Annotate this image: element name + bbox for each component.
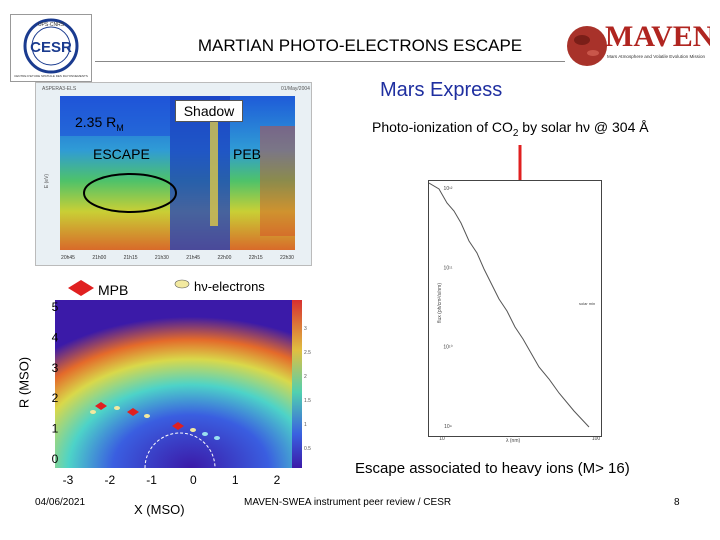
colorbar-tick: 2.5	[304, 350, 311, 356]
spectrogram-xtick: 22h15	[249, 255, 263, 261]
solar-flux-yticks: 10¹² 10¹¹ 10¹⁰ 10⁹	[443, 186, 453, 430]
orbit-xticks: -3 -2 -1 0 1 2	[63, 473, 281, 487]
spectrogram-xtick: 21h45	[186, 255, 200, 261]
orbit-ytick: 1	[52, 422, 59, 436]
mpb-marker	[68, 280, 94, 296]
maven-tagline: Mars Atmosphere and Volatile Evolution M…	[607, 54, 705, 59]
solar-flux-ytick: 10¹⁰	[443, 345, 452, 351]
colorbar-ticks: 3 2.5 2 1.5 1 0.5	[304, 326, 311, 452]
peb-label: PEB	[233, 146, 262, 162]
cesr-logo-text: CESR	[30, 39, 72, 56]
orbit-plot	[55, 300, 302, 469]
orbit-xtick: 1	[232, 473, 239, 487]
colorbar-tick: 0.5	[304, 446, 311, 452]
spectrogram-xtick: 22h00	[217, 255, 231, 261]
solar-flux-ylabel: flux (ph/cm²/s/nm)	[437, 283, 443, 324]
colorbar-tick: 1.5	[304, 398, 311, 404]
orbit-ytick: 2	[52, 391, 59, 405]
photo-electron-label: hν-electrons	[194, 279, 265, 294]
mpb-label: MPB	[98, 282, 129, 298]
spectrogram-xtick: 21h30	[155, 255, 169, 261]
orbit-ytick: 4	[52, 330, 59, 344]
footer-date: 04/06/2021	[35, 497, 86, 508]
orbit-ylabel: R (MSO)	[16, 356, 32, 409]
solar-flux-xticks: 10 100	[439, 436, 601, 442]
colorbar-tick: 3	[304, 326, 307, 332]
slide-subtitle: Mars Express	[380, 79, 503, 101]
solar-flux-ytick: 10¹¹	[444, 265, 453, 271]
spectrogram-xtick: 22h30	[280, 255, 294, 261]
orbit-ytick: 0	[52, 452, 59, 466]
orbit-xtick: 2	[274, 473, 281, 487]
solar-flux-ytick: 10⁹	[444, 424, 452, 430]
spectrogram-xtick: 21h00	[92, 255, 106, 261]
cesr-ring-bottom: CENTRE D'ETUDE SPATIALE DES RAYONNEMENTS	[14, 74, 88, 78]
orbit-xtick: -3	[63, 473, 74, 487]
orbit-xtick: 0	[190, 473, 197, 487]
solar-flux-xlabel: λ (nm)	[506, 438, 521, 444]
spectrogram-header-left: ASPERA3-ELS	[42, 86, 77, 92]
escape-label: ESCAPE	[93, 146, 150, 162]
title-divider	[95, 61, 565, 62]
heavy-ion-note: Escape associated to heavy ions (M> 16)	[355, 460, 630, 477]
orbit-ytick: 3	[52, 361, 59, 375]
solar-flux-legend: solar min	[579, 301, 595, 306]
orbit-xlabel: X (MSO)	[134, 502, 185, 517]
orbit-colorbar	[292, 300, 302, 468]
colorbar-tick: 2	[304, 374, 307, 380]
photo-electron-marker	[174, 279, 190, 289]
orbit-ytick: 5	[52, 300, 59, 314]
cesr-logo: CESR UPS·CNRS CENTRE D'ETUDE SPATIALE DE…	[10, 14, 92, 82]
solar-flux-plot: solar min	[428, 180, 602, 437]
maven-logo: MAVEN Mars Atmosphere and Volatile Evolu…	[565, 8, 715, 78]
shadow-label: Shadow	[175, 100, 243, 122]
footer-review: MAVEN-SWEA instrument peer review / CESR	[244, 497, 452, 508]
orbit-yticks: 5 4 3 2 1 0	[52, 300, 59, 466]
spectrogram-xtick: 20h45	[61, 255, 75, 261]
colorbar-tick: 1	[304, 422, 307, 428]
escape-oval	[83, 173, 177, 213]
distance-label: 2.35 RM	[75, 114, 124, 133]
page-number: 8	[674, 497, 680, 508]
maven-logo-text: MAVEN	[605, 20, 710, 53]
solar-flux-xtick: 100	[592, 436, 601, 442]
spectrogram-xaxis: 20h45 21h00 21h15 21h30 21h45 22h00 22h15 22h30	[61, 255, 294, 261]
slide-title: MARTIAN PHOTO-ELECTRONS ESCAPE	[197, 36, 523, 55]
solar-flux-xtick: 10	[439, 436, 445, 442]
spectrogram-xtick: 21h15	[124, 255, 138, 261]
orbit-xtick: -1	[146, 473, 157, 487]
orbit-xtick: -2	[104, 473, 115, 487]
spectrogram-header-right: 01/May/2004	[281, 86, 310, 92]
solar-flux-title: Photo-ionization of CO2 by solar hν @ 30…	[372, 119, 649, 139]
cesr-ring-top: UPS·CNRS	[38, 22, 65, 28]
solar-flux-ytick: 10¹²	[444, 186, 453, 192]
spectrogram-ylabel: E (eV)	[44, 173, 51, 189]
